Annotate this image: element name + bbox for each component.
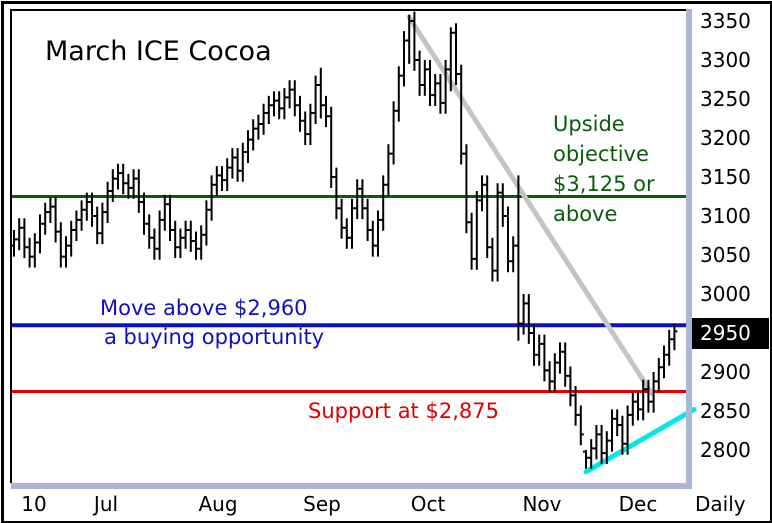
y-axis-label-2850: 2850 xyxy=(700,399,751,423)
y-axis-strip xyxy=(686,9,692,489)
current-price-label: 2950 xyxy=(700,321,751,345)
x-axis-label-10: 10 xyxy=(21,492,47,516)
x-axis-label-jul: Jul xyxy=(93,492,119,516)
y-axis-label-3200: 3200 xyxy=(700,126,751,150)
x-axis-label-dec: Dec xyxy=(618,492,658,516)
upside-objective-note-line4: above xyxy=(553,202,618,226)
current-price-box: 2950 xyxy=(692,318,769,349)
x-axis-label-sep: Sep xyxy=(303,492,341,516)
daily-price-bars xyxy=(11,11,678,469)
support-note: Support at $2,875 xyxy=(308,399,499,423)
y-axis-label-3150: 3150 xyxy=(700,165,751,189)
buy-trigger-note-line2: a buying opportunity xyxy=(104,325,325,349)
plot-left-border xyxy=(10,9,12,483)
y-axis-label-2900: 2900 xyxy=(700,360,751,384)
y-axis-label-3350: 3350 xyxy=(700,9,751,33)
trendline-downtrend-from-october-peak xyxy=(406,14,655,397)
x-axis-label-aug: Aug xyxy=(198,492,238,516)
y-axis-label-3250: 3250 xyxy=(700,87,751,111)
y-axis-label-3000: 3000 xyxy=(700,282,751,306)
y-axis-label-3100: 3100 xyxy=(700,204,751,228)
x-axis-strip xyxy=(11,483,692,489)
y-axis-label-3300: 3300 xyxy=(700,48,751,72)
y-axis-label-2800: 2800 xyxy=(700,438,751,462)
upside-objective-note-line3: $3,125 or xyxy=(553,172,655,196)
upside-objective-note-line2: objective xyxy=(553,142,649,166)
plot-top-border xyxy=(10,9,692,11)
trendline-uptrend-from-november-low xyxy=(583,406,697,475)
timeframe-label: Daily xyxy=(695,492,746,516)
upside-objective-note-line1: Upside xyxy=(553,112,625,136)
buy-trigger-note-line1: Move above $2,960 xyxy=(100,296,308,320)
chart-title: March ICE Cocoa xyxy=(45,36,272,67)
x-axis-label-nov: Nov xyxy=(522,492,562,516)
x-axis-label-oct: Oct xyxy=(410,492,446,516)
y-axis-label-3050: 3050 xyxy=(700,243,751,267)
